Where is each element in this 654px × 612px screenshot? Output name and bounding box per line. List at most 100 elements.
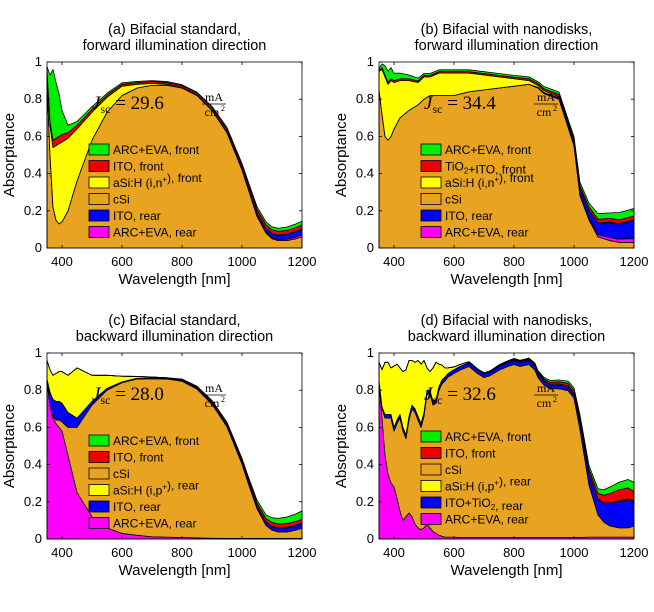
y-tick-label: 1 [367, 54, 374, 69]
y-axis-label: Absorptance [333, 113, 350, 197]
axes-box [46, 61, 303, 249]
axes-box [46, 352, 303, 540]
legend-label: TiO2+ITO, front [445, 160, 526, 177]
jsc-symbol: J [424, 93, 434, 114]
chart-panel-2: (b) Bifacial with nanodisks,forward illu… [333, 22, 648, 288]
legend-label: ARC+EVA, front [445, 430, 532, 444]
legend-entry: cSi [88, 467, 130, 481]
legend-label: ITO, rear [445, 209, 493, 223]
jsc-unit-denominator: cm [537, 396, 552, 410]
legend-swatch [88, 176, 110, 189]
jsc-unit-numerator: mA [537, 90, 555, 104]
y-tick-label: 0.8 [356, 382, 374, 397]
jsc-symbol: J [92, 384, 102, 405]
jsc-unit-denominator: cm [205, 105, 220, 119]
legend-entry: aSi:H (i,p+), rear [420, 475, 531, 494]
y-tick-label: 0.8 [24, 91, 42, 106]
legend-entry: ARC+EVA, front [88, 434, 200, 448]
y-tick-label: 0 [367, 240, 374, 255]
legend-swatch [420, 193, 442, 205]
legend-entry: cSi [420, 463, 462, 477]
legend-label: aSi:H (i,n+), front [113, 171, 202, 190]
legend-entry: cSi [420, 193, 462, 207]
jsc-unit-denominator: cm [537, 105, 552, 119]
y-tick-label: 1 [367, 345, 374, 360]
legend-label: aSi:H (i,p+), rear [445, 475, 531, 494]
legend-swatch [88, 143, 110, 156]
jsc-subscript: sc [100, 393, 110, 407]
legend-label: ITO, front [445, 447, 496, 461]
jsc-symbol: J [424, 384, 434, 405]
chart-title-line2: backward illumination direction [408, 329, 605, 345]
legend-label: ARC+EVA, front [445, 143, 532, 157]
y-tick-label: 0 [35, 240, 42, 255]
legend-entry: ITO, front [88, 451, 164, 465]
x-tick-label: 600 [111, 254, 133, 269]
jsc-subscript: sc [100, 102, 110, 116]
y-tick-label: 0 [35, 531, 42, 546]
jsc-equals: = [442, 384, 462, 405]
legend-label: ITO, rear [113, 500, 161, 514]
jsc-unit-numerator: mA [205, 381, 223, 395]
x-tick-label: 1200 [620, 254, 649, 269]
jsc-unit-numerator: mA [537, 381, 555, 395]
legend-swatch [420, 160, 442, 172]
jsc-subscript: sc [432, 393, 442, 407]
jsc-value: 32.6 [463, 384, 496, 405]
legend-entry: cSi [88, 193, 130, 207]
legend-swatch [88, 226, 110, 238]
legend-swatch [88, 160, 110, 172]
legend-swatch [420, 463, 442, 476]
y-tick-label: 0.8 [356, 91, 374, 106]
x-tick-label: 1000 [228, 254, 257, 269]
x-tick-label: 400 [51, 545, 73, 560]
jsc-equals: = [110, 384, 130, 405]
y-axis-label: Absorptance [1, 113, 18, 197]
legend-entry: ARC+EVA, rear [88, 517, 196, 531]
y-axis-label: Absorptance [1, 404, 18, 488]
chart-panel-4: (d) Bifacial with nanodisks,backward ill… [333, 313, 648, 579]
legend-swatch [420, 226, 442, 238]
y-tick-label: 0.4 [24, 166, 42, 181]
jsc-equals: = [110, 93, 130, 114]
x-tick-label: 400 [383, 254, 405, 269]
x-tick-label: 800 [503, 254, 525, 269]
x-tick-label: 800 [503, 545, 525, 560]
legend-swatch [420, 143, 442, 156]
y-tick-label: 0.2 [356, 494, 374, 509]
legend-entry: ARC+EVA, front [88, 143, 200, 157]
chart-title-line1: (d) Bifacial with nanodisks, [421, 313, 593, 329]
legend-label: ARC+EVA, rear [113, 517, 196, 531]
jsc-symbol: J [92, 93, 102, 114]
jsc-unit-denominator: cm [205, 396, 220, 410]
legend-swatch [88, 434, 110, 447]
jsc-subscript: sc [432, 102, 442, 116]
legend-entry: ITO, rear [88, 209, 161, 223]
legend-entry: ARC+EVA, rear [88, 226, 196, 240]
jsc-value: 29.6 [131, 93, 164, 114]
legend-entry: aSi:H (i,n+), front [88, 171, 202, 190]
legend-label: aSi:H (i,n+), front [445, 171, 534, 190]
legend-entry: ITO, rear [420, 209, 493, 223]
legend-swatch [420, 176, 442, 189]
legend-entry: ITO, front [88, 160, 164, 174]
legend-swatch [88, 209, 110, 222]
legend-label: ARC+EVA, rear [445, 226, 528, 240]
y-tick-label: 0.2 [24, 203, 42, 218]
jsc-value: 34.4 [463, 93, 497, 114]
y-axis-label: Absorptance [333, 404, 350, 488]
x-tick-label: 800 [171, 545, 193, 560]
legend-swatch [420, 447, 442, 459]
y-tick-label: 0.2 [24, 494, 42, 509]
legend-entry: aSi:H (i,p+), rear [88, 479, 199, 498]
legend-entry: ARC+EVA, front [420, 143, 532, 157]
legend-swatch [88, 517, 110, 529]
y-tick-label: 0.4 [356, 166, 374, 181]
chart-title-line1: (c) Bifacial standard, [108, 313, 240, 329]
